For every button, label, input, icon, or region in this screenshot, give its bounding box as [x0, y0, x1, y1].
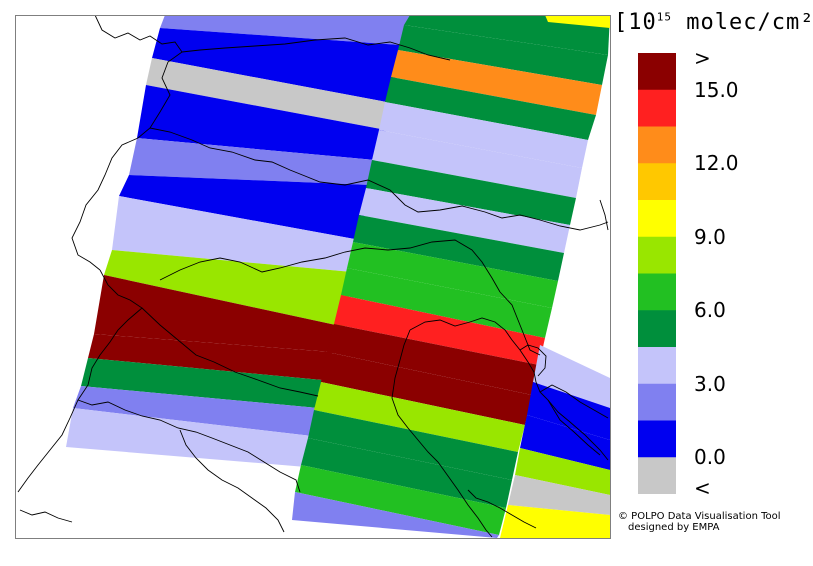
colorbar-tick-0: 0.0: [694, 445, 726, 469]
border-line: [77, 399, 301, 493]
border-line: [179, 429, 285, 533]
satellite-pixel: [146, 58, 392, 130]
satellite-pixel: [81, 358, 322, 408]
satellite-pixel: [359, 188, 570, 253]
satellite-pixel: [508, 475, 610, 515]
satellite-pixel: [301, 438, 512, 508]
border-line: [181, 37, 451, 61]
satellite-pixel: [129, 138, 375, 185]
legend-title: [1015 molec/cm²]: [614, 10, 813, 35]
satellite-pixel: [112, 196, 360, 272]
satellite-pixel: [308, 410, 518, 480]
satellite-pixels: [66, 15, 610, 538]
satellite-pixel: [379, 102, 588, 168]
border-line: [484, 211, 609, 231]
colorbar-bin: [638, 457, 676, 494]
satellite-pixel: [94, 275, 345, 352]
satellite-pixel: [500, 505, 610, 538]
colorbar-tick-6: 6.0: [694, 298, 726, 322]
border-line: [149, 127, 486, 213]
border-line: [17, 269, 143, 493]
colorbar: [638, 53, 676, 494]
satellite-pixel: [404, 15, 610, 55]
border-line: [391, 329, 493, 538]
colorbar-bin: [638, 310, 676, 348]
satellite-pixel: [292, 492, 499, 538]
satellite-pixel: [353, 215, 564, 281]
map-panel[interactable]: [15, 15, 610, 538]
credit-text: © POLPO Data Visualisation Tool designed…: [618, 511, 781, 533]
border-line: [467, 489, 537, 529]
colorbar-tick-12: 12.0: [694, 151, 739, 175]
colorbar-bin: [638, 163, 676, 201]
border-line: [547, 399, 601, 456]
colorbar-bin: [638, 347, 676, 385]
satellite-pixel: [520, 415, 610, 470]
border-line: [499, 291, 541, 356]
satellite-pixel: [533, 345, 610, 408]
colorbar-tick-3: 3.0: [694, 372, 726, 396]
satellite-pixel: [321, 352, 532, 425]
colorbar-tick-15: 15.0: [694, 78, 739, 102]
border-line: [19, 509, 73, 523]
credit-line-2: designed by EMPA: [628, 522, 720, 533]
satellite-pixel: [366, 160, 576, 225]
border-line: [71, 15, 183, 271]
satellite-swath-map[interactable]: [15, 15, 610, 538]
credit-line-1: © POLPO Data Visualisation Tool: [618, 511, 781, 522]
colorbar-bin: [638, 126, 676, 164]
satellite-pixel: [119, 175, 370, 240]
satellite-pixel: [314, 382, 525, 452]
satellite-pixel: [152, 28, 400, 103]
satellite-pixel: [341, 268, 552, 338]
border-line: [599, 199, 609, 231]
border-line: [539, 384, 609, 419]
colorbar-bin: [638, 383, 676, 422]
colorbar-tick-9: 9.0: [694, 225, 726, 249]
border-line: [159, 239, 501, 293]
colorbar-bin: [638, 236, 676, 275]
satellite-pixel: [391, 50, 602, 115]
satellite-pixel: [527, 382, 610, 440]
satellite-pixel: [88, 334, 332, 380]
colorbar-bin: [638, 89, 676, 128]
colorbar-bin: [638, 273, 676, 311]
colorbar-bin: [638, 420, 676, 458]
satellite-pixel: [137, 85, 386, 160]
satellite-pixel: [73, 386, 318, 436]
satellite-pixel: [372, 130, 582, 198]
country-borders: [17, 15, 609, 538]
legend-title-exponent: 15: [656, 10, 672, 24]
border-line: [141, 307, 319, 397]
satellite-pixel: [295, 465, 506, 535]
satellite-pixel: [334, 295, 545, 365]
satellite-pixel: [327, 324, 539, 395]
colorbar-tick-above: >: [694, 46, 711, 70]
colorbar-bin: [638, 53, 676, 91]
colorbar-tick-below: <: [694, 476, 711, 500]
satellite-pixel: [160, 15, 410, 45]
border-line: [519, 344, 547, 377]
satellite-pixel: [398, 25, 608, 85]
border-line: [409, 317, 609, 461]
satellite-pixel: [347, 242, 558, 308]
satellite-pixel: [385, 77, 596, 140]
satellite-pixel: [545, 15, 610, 28]
satellite-pixel: [104, 250, 352, 327]
colorbar-bin: [638, 200, 676, 238]
satellite-pixel: [66, 408, 312, 467]
satellite-pixel: [515, 448, 610, 495]
